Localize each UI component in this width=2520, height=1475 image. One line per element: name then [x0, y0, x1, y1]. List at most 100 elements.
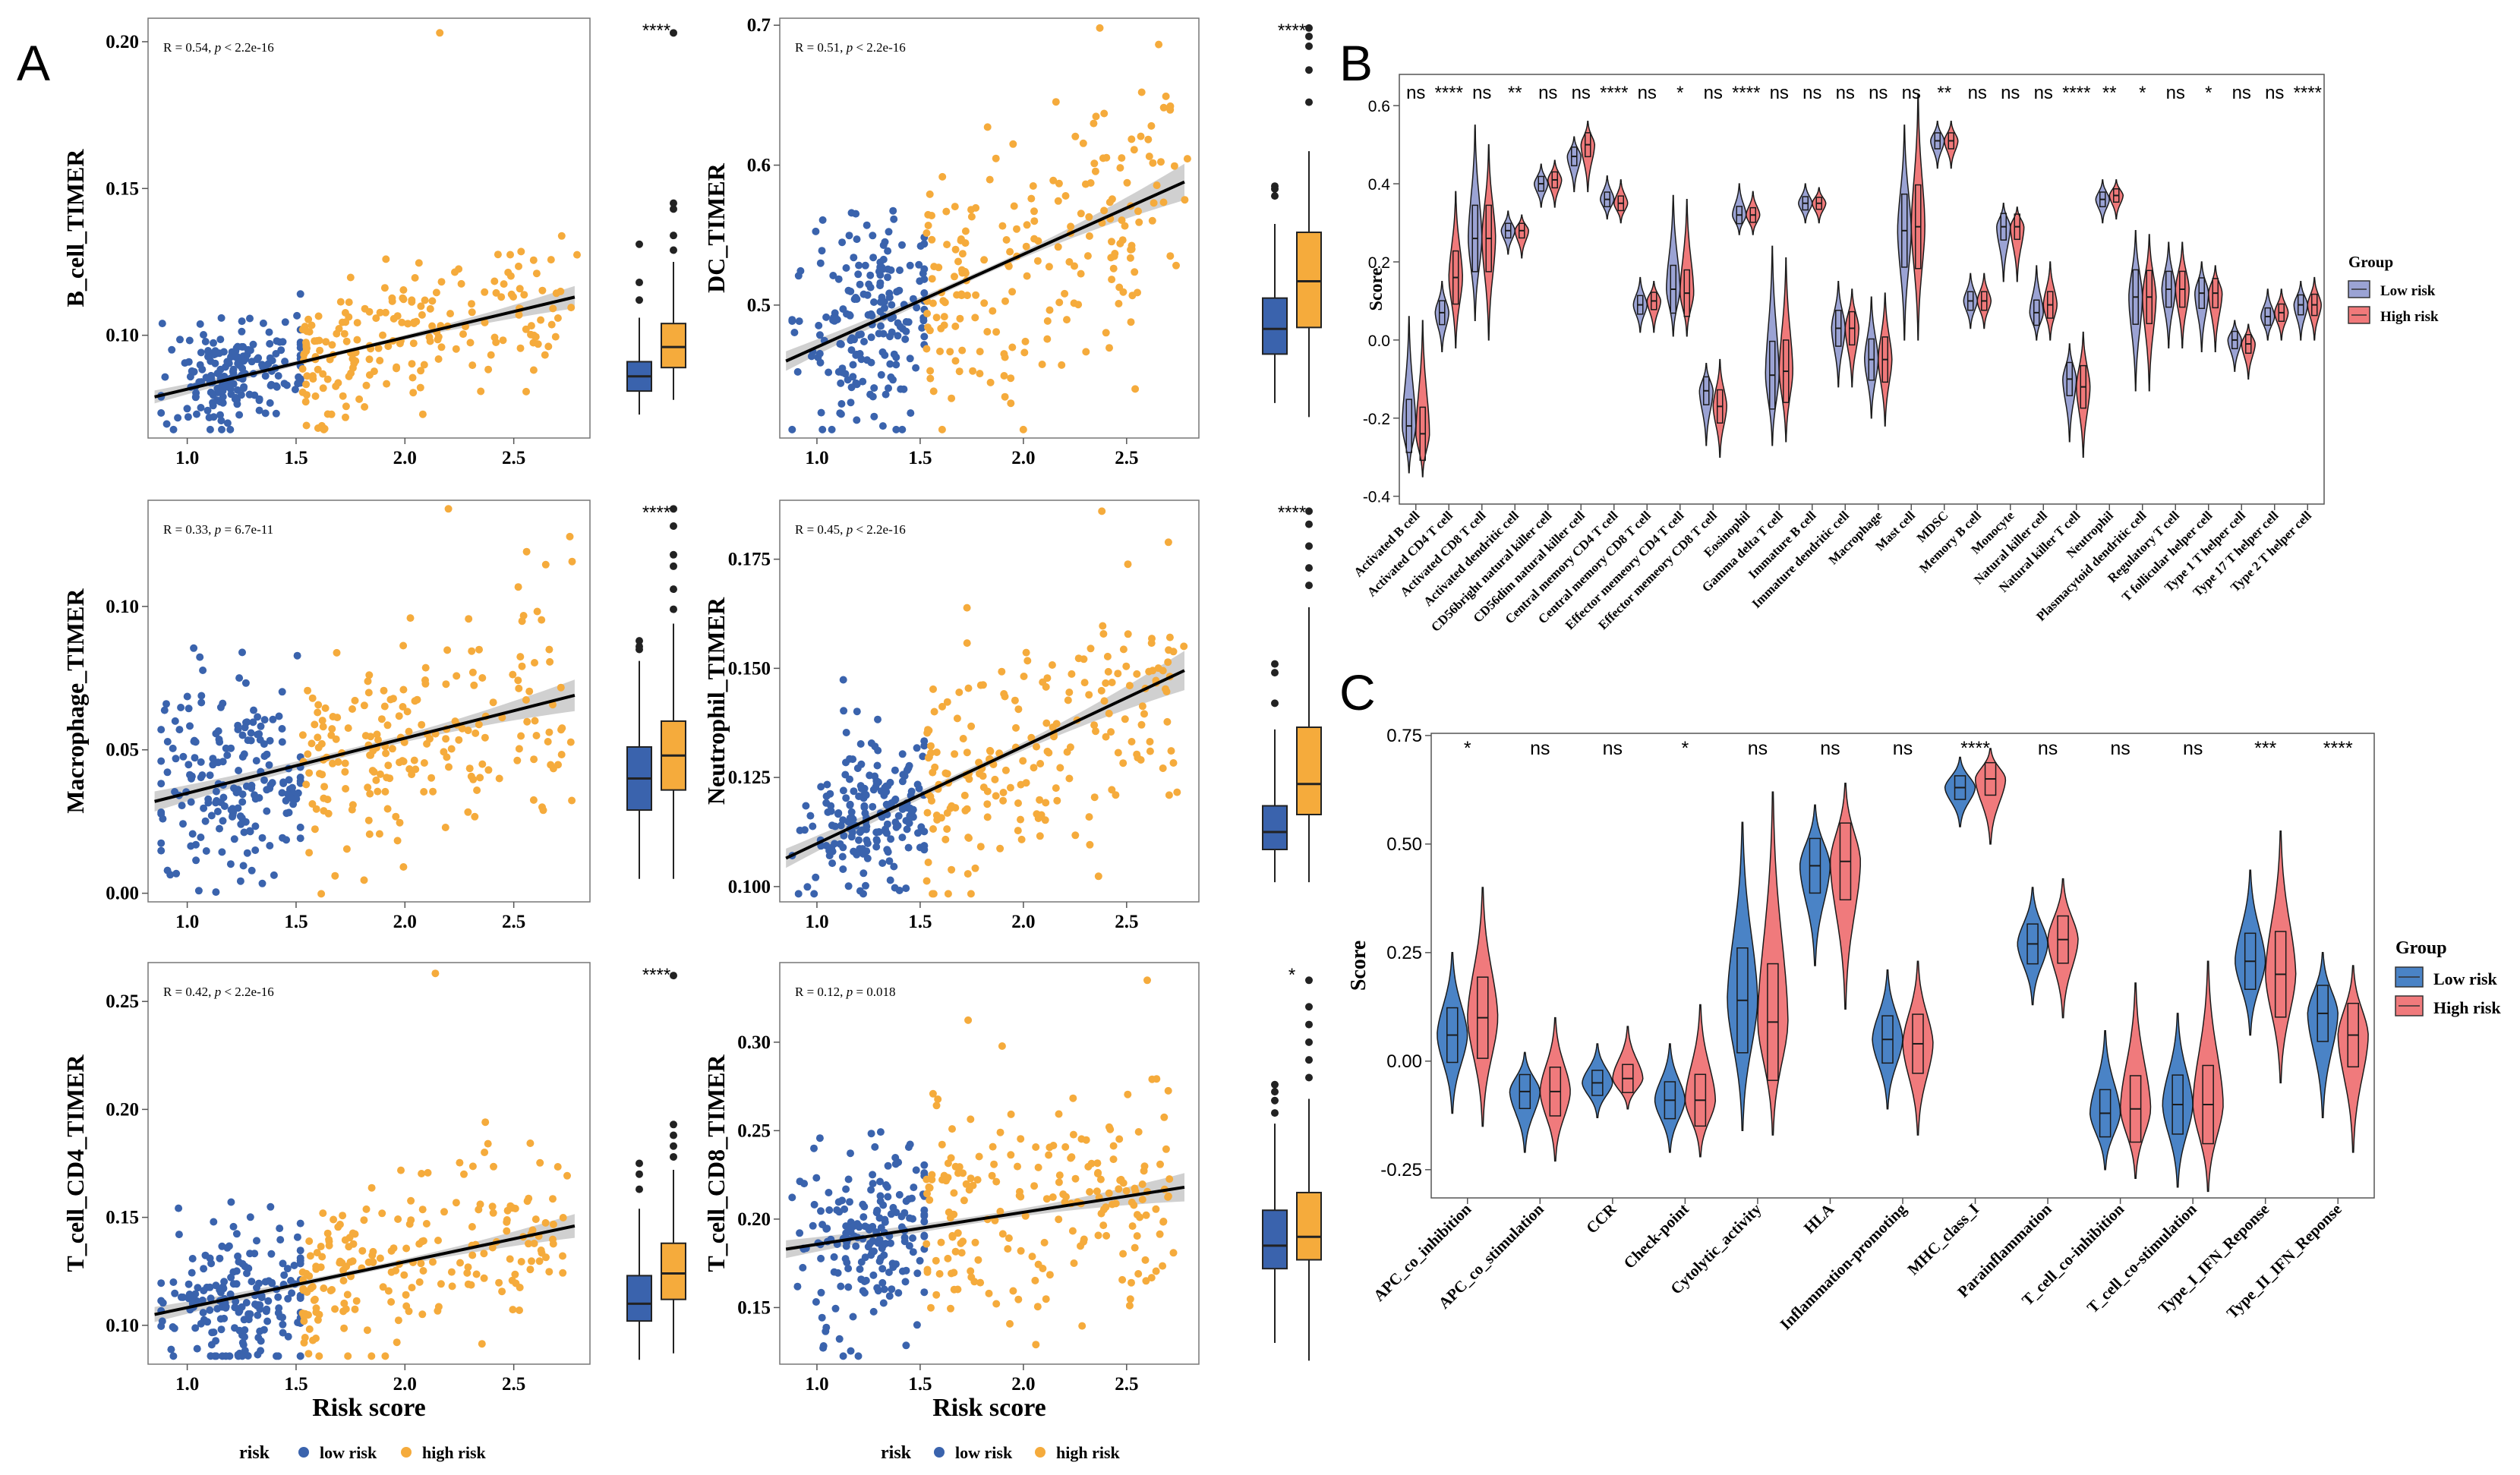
- point-high-risk: [409, 339, 418, 348]
- point-high-risk: [402, 1291, 410, 1299]
- violin-low-risk: [2260, 288, 2276, 341]
- point-high-risk: [351, 696, 359, 704]
- point-high-risk: [923, 345, 931, 353]
- point-high-risk: [1064, 696, 1072, 704]
- box-outlier: [1271, 660, 1279, 668]
- point-high-risk: [1001, 392, 1009, 401]
- point-high-risk: [554, 314, 562, 322]
- point-low-risk: [260, 752, 269, 761]
- correlation-annotation: R = 0.33, p = 6.7e-11: [163, 522, 273, 537]
- point-low-risk: [794, 272, 803, 280]
- point-high-risk: [515, 310, 523, 319]
- point-high-risk: [319, 370, 327, 378]
- point-high-risk: [481, 288, 489, 296]
- violin-low-risk: [2235, 869, 2266, 1036]
- point-high-risk: [991, 1216, 999, 1224]
- point-high-risk: [973, 1176, 982, 1184]
- point-high-risk: [944, 890, 952, 898]
- point-low-risk: [840, 707, 848, 715]
- point-low-risk: [822, 1327, 830, 1335]
- point-high-risk: [963, 639, 971, 648]
- point-low-risk: [204, 347, 213, 355]
- point-high-risk: [323, 410, 332, 418]
- point-high-risk: [314, 708, 322, 717]
- point-high-risk: [301, 398, 310, 406]
- point-high-risk: [1082, 1136, 1090, 1144]
- point-high-risk: [396, 818, 404, 827]
- point-low-risk: [898, 834, 907, 842]
- point-low-risk: [293, 651, 301, 660]
- point-high-risk: [1042, 719, 1051, 727]
- point-high-risk: [992, 328, 1001, 336]
- point-low-risk: [886, 333, 894, 341]
- point-high-risk: [929, 685, 937, 693]
- point-high-risk: [442, 735, 450, 743]
- scatter-frame: [779, 962, 1200, 1365]
- point-low-risk: [844, 286, 853, 295]
- point-high-risk: [380, 284, 389, 292]
- point-high-risk: [951, 750, 959, 758]
- point-low-risk: [869, 1180, 877, 1188]
- point-low-risk: [906, 261, 914, 269]
- point-high-risk: [1052, 720, 1061, 728]
- point-low-risk: [239, 862, 248, 870]
- point-high-risk: [403, 708, 412, 716]
- risk-legend-low-swatch: [934, 1447, 945, 1458]
- violin-low-risk: [2062, 343, 2077, 443]
- point-high-risk: [1118, 154, 1126, 162]
- point-high-risk: [381, 1352, 390, 1360]
- point-high-risk: [1008, 343, 1017, 351]
- point-high-risk: [372, 776, 380, 784]
- point-high-risk: [924, 859, 932, 866]
- point-high-risk: [924, 754, 932, 762]
- point-low-risk: [863, 291, 872, 299]
- point-low-risk: [903, 825, 911, 834]
- point-high-risk: [492, 339, 500, 346]
- point-low-risk: [244, 1352, 252, 1360]
- point-high-risk: [437, 278, 446, 286]
- point-high-risk: [417, 1259, 425, 1268]
- point-high-risk: [1172, 261, 1180, 269]
- point-high-risk: [1023, 221, 1031, 229]
- x-tick-label: 2.0: [1011, 912, 1035, 932]
- violin-high-risk: [1612, 1026, 1644, 1110]
- point-low-risk: [213, 808, 222, 815]
- point-low-risk: [913, 1321, 921, 1329]
- point-low-risk: [257, 722, 265, 730]
- significance-label: ns: [1902, 83, 1921, 103]
- point-low-risk: [850, 1222, 858, 1231]
- point-low-risk: [794, 890, 803, 898]
- y-tick-label: 0.15: [737, 1297, 771, 1318]
- point-high-risk: [1133, 670, 1141, 678]
- point-high-risk: [980, 299, 989, 307]
- y-tick-label: 0.6: [1368, 98, 1390, 115]
- point-low-risk: [885, 1292, 894, 1300]
- point-high-risk: [522, 387, 530, 396]
- point-high-risk: [520, 291, 528, 299]
- point-high-risk: [1116, 239, 1124, 247]
- point-high-risk: [1156, 1160, 1164, 1168]
- violin-low-risk: [1566, 136, 1582, 193]
- point-low-risk: [890, 862, 898, 871]
- point-low-risk: [184, 413, 192, 421]
- point-low-risk: [886, 360, 894, 368]
- point-high-risk: [395, 712, 403, 720]
- point-high-risk: [951, 357, 960, 365]
- point-low-risk: [882, 1240, 890, 1248]
- point-high-risk: [440, 1208, 448, 1216]
- point-low-risk: [236, 812, 244, 821]
- point-low-risk: [293, 311, 301, 320]
- point-high-risk: [409, 389, 418, 397]
- point-low-risk: [289, 800, 298, 808]
- point-low-risk: [793, 367, 802, 376]
- violin-low-risk: [1582, 1043, 1613, 1118]
- point-low-risk: [268, 779, 276, 787]
- point-high-risk: [1007, 374, 1015, 383]
- point-low-risk: [229, 1222, 238, 1231]
- box-outlier: [670, 232, 677, 240]
- point-high-risk: [352, 1297, 361, 1305]
- point-high-risk: [1137, 88, 1146, 96]
- point-high-risk: [511, 1270, 519, 1278]
- point-high-risk: [1043, 335, 1052, 343]
- point-low-risk: [211, 347, 219, 355]
